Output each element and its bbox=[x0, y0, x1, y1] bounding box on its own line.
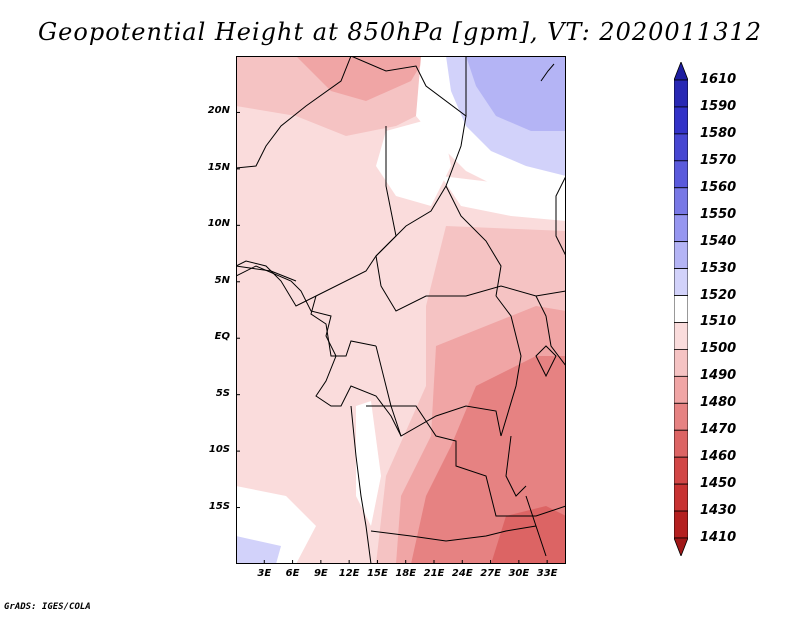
colorbar-swatch bbox=[674, 483, 688, 512]
colorbar-swatch bbox=[674, 160, 688, 189]
colorbar-swatch bbox=[674, 79, 688, 108]
lon-label: 33E bbox=[536, 568, 558, 579]
border-east bbox=[555, 175, 566, 257]
field-1460 bbox=[491, 506, 566, 564]
lat-label: 15N bbox=[207, 161, 230, 173]
lon-label: 30E bbox=[508, 568, 530, 579]
lat-label: 15S bbox=[208, 500, 230, 512]
border-namibia bbox=[370, 525, 537, 542]
colorbar-label: 1570 bbox=[700, 152, 737, 168]
border-niger-chad bbox=[375, 126, 397, 257]
colorbar-label: 1520 bbox=[700, 287, 737, 303]
lat-label: 10N bbox=[207, 218, 230, 230]
colorbar-swatch bbox=[674, 375, 688, 404]
colorbar bbox=[674, 62, 688, 556]
border-northwest bbox=[236, 56, 352, 169]
colorbar-label: 1430 bbox=[700, 503, 737, 519]
lon-label: 12E bbox=[338, 568, 360, 579]
chart-title: Geopotential Height at 850hPa [gpm], VT:… bbox=[38, 18, 762, 46]
colorbar-swatch bbox=[674, 106, 688, 135]
map-canvas bbox=[236, 56, 566, 564]
colorbar-label: 1480 bbox=[700, 395, 737, 411]
border-kenya bbox=[535, 295, 566, 367]
colorbar-swatch bbox=[674, 295, 688, 323]
lat-label: EQ bbox=[214, 331, 230, 343]
colorbar-label: 1580 bbox=[700, 125, 737, 141]
lake-malawi bbox=[525, 495, 547, 557]
colorbar-label: 1550 bbox=[700, 206, 737, 222]
field-1520-sw bbox=[236, 536, 281, 564]
border-lakes bbox=[495, 295, 522, 437]
lon-label: 9E bbox=[313, 568, 328, 579]
colorbar-label: 1590 bbox=[700, 98, 737, 114]
colorbar-swatch bbox=[674, 429, 688, 458]
map-frame bbox=[236, 56, 566, 564]
colorbar-swatch bbox=[674, 133, 688, 162]
colorbar-label: 1510 bbox=[700, 314, 737, 330]
lon-label: 24E bbox=[451, 568, 473, 579]
height-field bbox=[236, 56, 566, 564]
colorbar-bottom-arrow bbox=[674, 537, 688, 556]
colorbar-label: 1540 bbox=[700, 233, 737, 249]
colorbar-swatch bbox=[674, 510, 688, 539]
colorbar-label: 1560 bbox=[700, 179, 737, 195]
colorbar-swatch bbox=[674, 241, 688, 269]
colorbar-swatch bbox=[674, 214, 688, 243]
colorbar-swatch bbox=[674, 456, 688, 485]
lake-tanganyika bbox=[505, 435, 527, 497]
lat-label: 10S bbox=[208, 444, 230, 456]
field-north-core bbox=[296, 56, 426, 101]
colorbar-swatch bbox=[674, 187, 688, 216]
lon-label: 6E bbox=[285, 568, 300, 579]
lon-label: 21E bbox=[423, 568, 445, 579]
footer-credit: GrADS: IGES/COLA bbox=[4, 602, 91, 612]
lon-label: 3E bbox=[257, 568, 272, 579]
lat-label: 5N bbox=[214, 274, 230, 286]
colorbar-swatch bbox=[674, 268, 688, 296]
borders bbox=[236, 56, 566, 564]
lon-label: 27E bbox=[480, 568, 501, 579]
lon-label: 18E bbox=[395, 568, 417, 579]
map-panel bbox=[236, 56, 566, 564]
border-angola-zambia bbox=[366, 405, 566, 517]
border-nigeria bbox=[236, 265, 297, 282]
border-sudan bbox=[445, 185, 502, 297]
colorbar-label: 1460 bbox=[700, 449, 737, 465]
colorbar-label: 1470 bbox=[700, 422, 737, 438]
coastline-angola bbox=[350, 405, 372, 564]
coastline-redsea bbox=[540, 63, 555, 82]
lat-label: 5S bbox=[215, 387, 230, 399]
colorbar-label: 1490 bbox=[700, 368, 737, 384]
border-car bbox=[375, 255, 566, 312]
lat-label: 20N bbox=[207, 105, 230, 117]
colorbar-label: 1500 bbox=[700, 341, 737, 357]
colorbar-swatch bbox=[674, 322, 688, 350]
lon-label: 15E bbox=[367, 568, 388, 579]
border-north bbox=[350, 56, 467, 117]
colorbar-label: 1610 bbox=[700, 72, 737, 87]
field-1510-center bbox=[376, 116, 451, 206]
coastline-gulf bbox=[236, 265, 402, 437]
colorbar-label: 1450 bbox=[700, 476, 737, 492]
colorbar-label: 1530 bbox=[700, 260, 737, 276]
axis-ticks bbox=[236, 111, 548, 564]
colorbar-label: 1410 bbox=[700, 530, 737, 545]
field-1510-sahel bbox=[441, 176, 566, 221]
colorbar-swatch bbox=[674, 402, 688, 431]
border-congo bbox=[375, 345, 502, 437]
colorbar-swatch bbox=[674, 349, 688, 377]
border-cameroon bbox=[310, 295, 377, 357]
lake-victoria bbox=[535, 345, 557, 378]
field-1510-coast bbox=[356, 401, 381, 526]
field-1530 bbox=[466, 56, 566, 131]
colorbar-top-arrow bbox=[674, 62, 688, 81]
